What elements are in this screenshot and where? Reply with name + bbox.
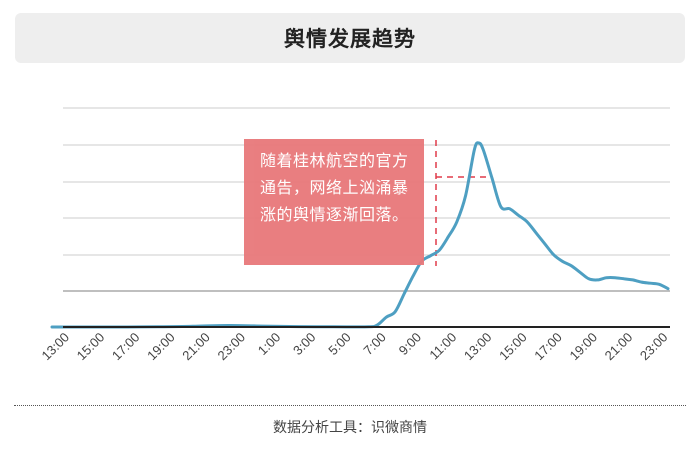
- title-bar: 舆情发展趋势: [15, 13, 685, 63]
- x-tick-label: 23:00: [215, 330, 249, 364]
- x-tick-label: 21:00: [602, 330, 636, 364]
- chart-title: 舆情发展趋势: [284, 27, 416, 51]
- annotation-text: 随着桂林航空的官方通告，网络上汹涌暴涨的舆情逐渐回落。: [260, 151, 409, 224]
- x-tick-label: 5:00: [325, 330, 354, 359]
- x-tick-label: 11:00: [426, 330, 459, 363]
- x-tick-label: 15:00: [496, 330, 530, 364]
- source-note: 数据分析工具：识微商情: [273, 420, 427, 436]
- x-tick-label: 15:00: [74, 330, 108, 364]
- footer-divider: [14, 405, 686, 406]
- x-axis: 13:00 15:00 17:00 19:00 21:00 23:00 1:00 3:00 5:…: [39, 326, 671, 364]
- x-tick-label: 13:00: [461, 330, 495, 364]
- annotation-box: 随着桂林航空的官方通告，网络上汹涌暴涨的舆情逐渐回落。: [244, 139, 424, 265]
- annotation-marker: [435, 140, 488, 266]
- x-tick-label: 9:00: [396, 330, 425, 359]
- x-tick-label: 13:00: [39, 330, 73, 364]
- x-tick-label: 21:00: [179, 330, 213, 364]
- x-tick-label: 19:00: [567, 330, 601, 364]
- x-tick-label: 19:00: [144, 330, 178, 364]
- x-tick-label: 23:00: [637, 330, 671, 364]
- x-tick-label: 7:00: [360, 330, 389, 359]
- x-tick-label: 17:00: [531, 330, 565, 364]
- x-tick-label: 1:00: [255, 330, 284, 359]
- line-chart: 13:00 15:00 17:00 19:00 21:00 23:00 1:00 3:00 5:…: [39, 107, 671, 364]
- x-tick-label: 17:00: [109, 330, 143, 364]
- x-tick-label: 3:00: [290, 330, 319, 359]
